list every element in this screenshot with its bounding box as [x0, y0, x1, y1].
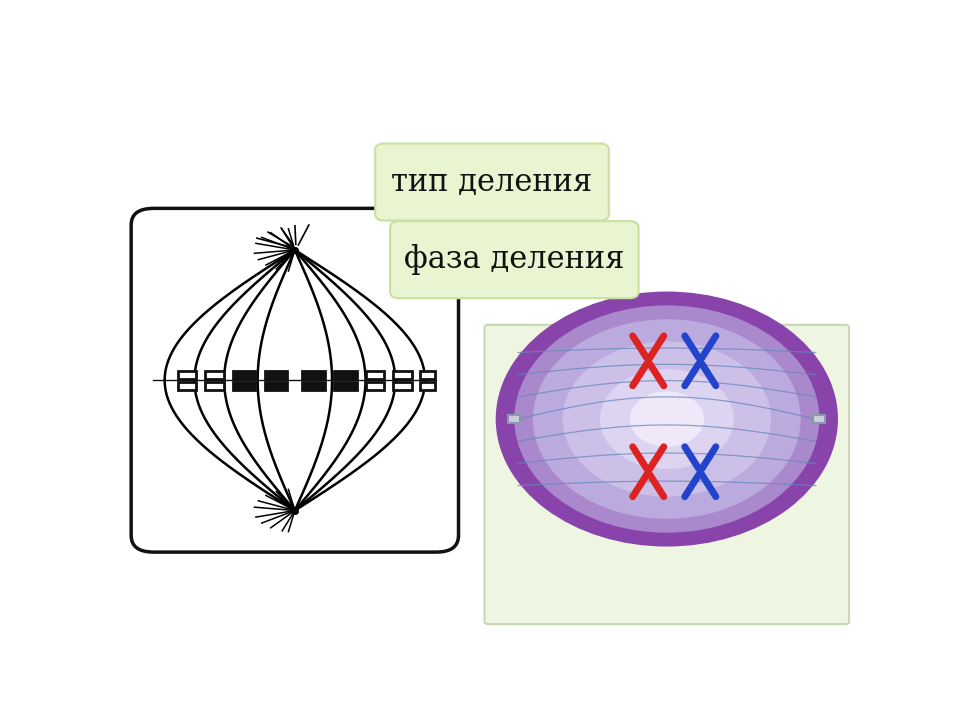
Ellipse shape: [495, 292, 838, 546]
Bar: [178, 371, 196, 379]
Bar: [233, 382, 255, 390]
FancyBboxPatch shape: [485, 325, 849, 624]
Bar: [366, 371, 385, 379]
Bar: [334, 371, 356, 379]
Ellipse shape: [630, 391, 704, 446]
Bar: [302, 371, 324, 379]
FancyBboxPatch shape: [375, 143, 609, 220]
Ellipse shape: [515, 305, 820, 533]
Bar: [205, 371, 224, 379]
Bar: [394, 382, 412, 390]
Bar: [302, 382, 324, 390]
Bar: [178, 382, 196, 390]
Bar: [334, 382, 356, 390]
Bar: [509, 415, 520, 423]
Text: тип деления: тип деления: [392, 166, 592, 197]
Bar: [205, 382, 224, 390]
Ellipse shape: [533, 319, 801, 519]
Text: фаза деления: фаза деления: [404, 244, 625, 275]
Bar: [265, 371, 287, 379]
Bar: [265, 382, 287, 390]
FancyBboxPatch shape: [132, 208, 459, 552]
Bar: [420, 371, 435, 379]
Ellipse shape: [600, 369, 733, 469]
Ellipse shape: [563, 341, 771, 497]
Bar: [233, 371, 255, 379]
Bar: [394, 371, 412, 379]
FancyBboxPatch shape: [390, 221, 638, 298]
Bar: [366, 382, 385, 390]
Bar: [420, 382, 435, 390]
Bar: [813, 415, 826, 423]
